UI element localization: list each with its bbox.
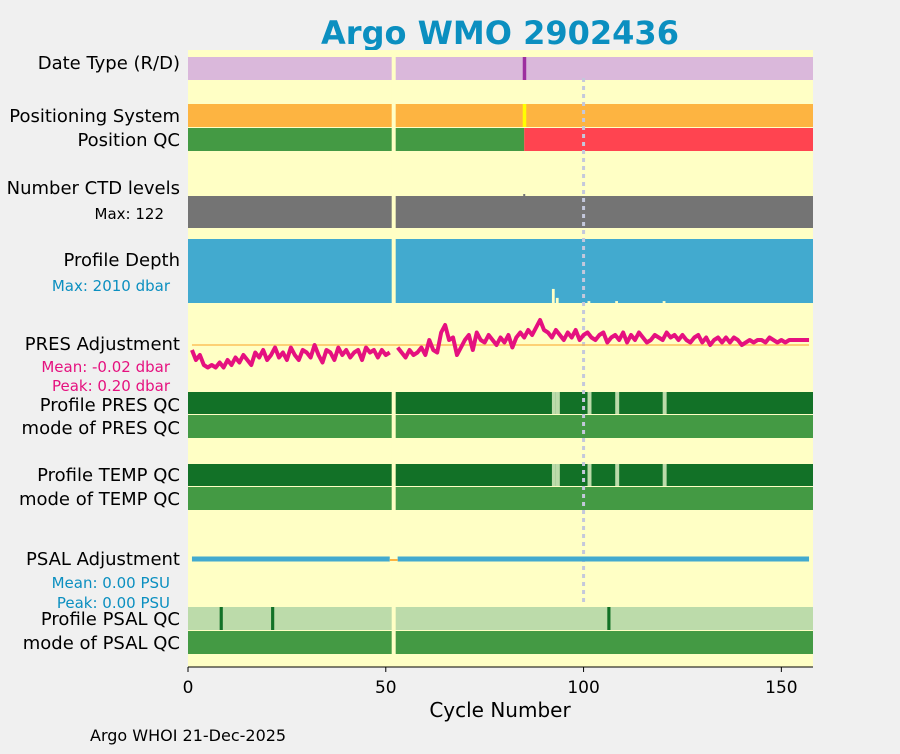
x-tick-label-150: 150 bbox=[765, 678, 797, 698]
label-psal-adjustment: PSAL Adjustment bbox=[26, 549, 180, 570]
row-bars bbox=[188, 57, 813, 654]
profile_pres_qc-light-cycle-2 bbox=[587, 392, 592, 414]
adjustment-series bbox=[190, 318, 810, 562]
label-date-type: Date Type (R/D) bbox=[38, 53, 180, 74]
label-pres-adjustment: PRES Adjustment bbox=[25, 334, 180, 355]
label-psal-peak: Peak: 0.00 PSU bbox=[57, 594, 170, 612]
profile_temp_qc-segment-0 bbox=[188, 464, 813, 486]
pres-adjustment-line-1 bbox=[396, 318, 810, 360]
profile_temp_qc-light-cycle-0 bbox=[551, 464, 556, 486]
x-tick-label-0: 0 bbox=[183, 678, 194, 698]
footer-credit: Argo WHOI 21-Dec-2025 bbox=[90, 726, 286, 745]
mode_temp_qc-segment-0 bbox=[188, 487, 813, 510]
label-profile-depth: Profile Depth bbox=[63, 250, 180, 271]
x-tick-label-50: 50 bbox=[375, 678, 397, 698]
x-axis-ticks: 0 50 100 150 bbox=[183, 667, 798, 698]
positioning-segment-0 bbox=[188, 104, 813, 127]
mode_psal_qc-segment-0 bbox=[188, 631, 813, 654]
label-pres-peak: Peak: 0.20 dbar bbox=[52, 377, 171, 395]
ctd-levels-mark bbox=[523, 194, 526, 196]
profile-depth-notch-3 bbox=[615, 301, 618, 303]
profile_pres_qc-light-cycle-4 bbox=[662, 392, 667, 414]
label-position-qc: Position QC bbox=[77, 130, 180, 151]
date_type-segment-0 bbox=[188, 57, 813, 80]
profile_pres_qc-light-cycle-3 bbox=[615, 392, 620, 414]
plot-area bbox=[188, 50, 813, 667]
profile_pres_qc-light-cycle-0 bbox=[551, 392, 556, 414]
gap-cycle-line bbox=[391, 50, 396, 654]
mode_pres_qc-segment-0 bbox=[188, 415, 813, 438]
positioning-mark-0 bbox=[522, 104, 527, 127]
profile_temp_qc-light-cycle-3 bbox=[615, 464, 620, 486]
label-mode-temp-qc: mode of TEMP QC bbox=[19, 489, 180, 510]
date_type-mark-0 bbox=[522, 57, 527, 80]
label-profile-pres-qc: Profile PRES QC bbox=[40, 395, 180, 416]
profile-depth-notch-1 bbox=[555, 297, 559, 303]
profile_temp_qc-light-cycle-2 bbox=[587, 464, 592, 486]
label-positioning-system: Positioning System bbox=[9, 106, 180, 127]
position_qc-segment-1 bbox=[524, 128, 813, 151]
profile-depth-notch-2 bbox=[587, 301, 591, 303]
profile_psal_qc-dark-cycle-2 bbox=[607, 607, 611, 630]
profile-depth-notch-0 bbox=[551, 288, 555, 303]
label-profile-psal-qc: Profile PSAL QC bbox=[41, 609, 180, 630]
profile_pres_qc-light-cycle-1 bbox=[555, 392, 560, 414]
profile_temp_qc-light-cycle-1 bbox=[555, 464, 560, 486]
label-pres-mean: Mean: -0.02 dbar bbox=[41, 358, 171, 376]
position_qc-segment-0 bbox=[188, 128, 525, 151]
label-profile-temp-qc: Profile TEMP QC bbox=[37, 465, 180, 486]
profile_psal_qc-segment-0 bbox=[188, 607, 813, 630]
label-psal-mean: Mean: 0.00 PSU bbox=[52, 574, 170, 592]
label-mode-psal-qc: mode of PSAL QC bbox=[23, 633, 180, 654]
chart-title: Argo WMO 2902436 bbox=[321, 14, 679, 52]
profile_temp_qc-light-cycle-4 bbox=[662, 464, 667, 486]
profile_pres_qc-segment-0 bbox=[188, 392, 813, 414]
label-ctd-max: Max: 122 bbox=[95, 205, 164, 223]
ctd_levels-segment-0 bbox=[188, 196, 813, 228]
profile-depth-notch-4 bbox=[662, 301, 666, 303]
pres-adjustment-line-0 bbox=[190, 343, 391, 370]
x-tick-label-100: 100 bbox=[567, 678, 599, 698]
label-depth-max: Max: 2010 dbar bbox=[52, 277, 171, 295]
label-number-ctd-levels: Number CTD levels bbox=[7, 178, 180, 199]
row-marks bbox=[219, 57, 667, 630]
label-mode-pres-qc: mode of PRES QC bbox=[22, 418, 180, 439]
profile_psal_qc-dark-cycle-0 bbox=[219, 607, 223, 630]
profile_depth-segment-0 bbox=[188, 239, 813, 303]
profile_psal_qc-dark-cycle-1 bbox=[271, 607, 275, 630]
x-axis-label: Cycle Number bbox=[429, 698, 571, 722]
